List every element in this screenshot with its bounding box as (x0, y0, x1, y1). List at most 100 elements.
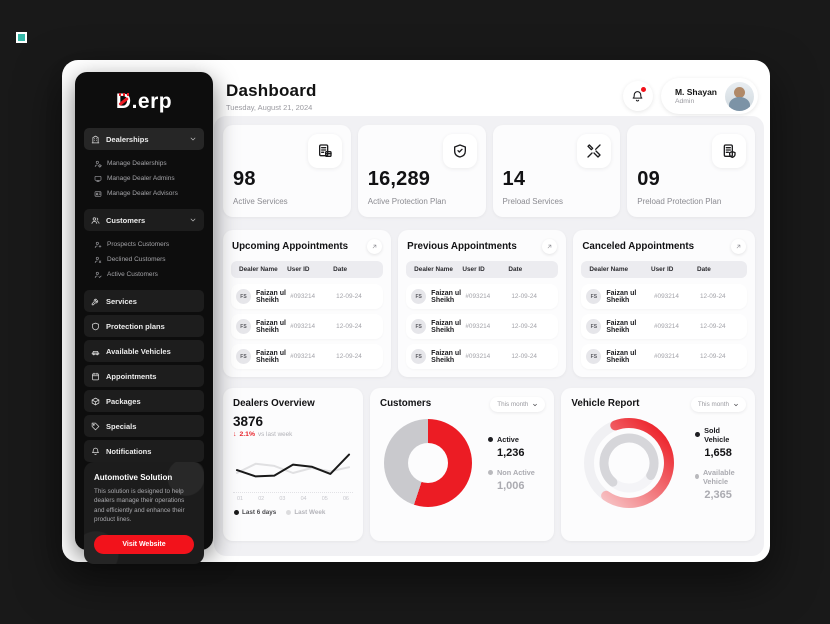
table-row[interactable]: FS Faizan ul Sheikh #093214 12-09-24 (231, 344, 384, 369)
dealer-name-cell: FS Faizan ul Sheikh (586, 289, 654, 304)
sidebar-item-label: Notifications (106, 446, 152, 456)
stat-icon-box (712, 134, 746, 168)
sidebar-item-specials[interactable]: Specials (84, 415, 204, 437)
service-doc-icon (318, 144, 332, 157)
dealer-name-cell: FS Faizan ul Sheikh (236, 289, 290, 304)
legend-dot (488, 436, 493, 442)
sidebar-item-protection-plans[interactable]: Protection plans (84, 315, 204, 337)
dealer-name-cell: FS Faizan ul Sheikh (411, 289, 465, 304)
arrow-up-right-icon (736, 244, 741, 249)
sidebar-subitem-manage-dealer-admins[interactable]: Manage Dealer Admins (94, 172, 204, 185)
stat-card-preload-protection-plan: 09 Preload Protection Plan (627, 125, 755, 217)
table-row[interactable]: FS Faizan ul Sheikh #093214 12-09-24 (406, 284, 559, 309)
stat-icon-box (442, 134, 477, 168)
customers-icon (91, 216, 100, 224)
sidebar-item-packages[interactable]: Packages (84, 390, 204, 412)
stat-card-active-services: 98 Active Services (223, 125, 351, 217)
dealer-name: Faizan ul Sheikh (256, 289, 286, 304)
charts-row: Dealers Overview 3876 ↓ 2.1% vs last wee… (223, 388, 755, 541)
table-header: Dealer Name User ID Date (231, 261, 384, 278)
sidebar-item-label: Specials (106, 421, 137, 431)
avatar-initials: FS (236, 319, 251, 334)
table-row[interactable]: FS Faizan ul Sheikh #093214 12-09-24 (231, 284, 384, 309)
sold-vehicle-arc (601, 418, 675, 508)
legend-item-sold-vehicle: Sold Vehicle 1,658 (695, 426, 745, 459)
stat-value: 14 (502, 168, 526, 190)
sidebar-subitem-label: Manage Dealerships (107, 160, 167, 167)
legend-value: 1,006 (497, 479, 525, 492)
dealer-name-cell: FS Faizan ul Sheikh (411, 319, 465, 334)
calendar-icon (92, 372, 99, 380)
sidebar-item-services[interactable]: Services (84, 290, 204, 312)
x-tick-label: 05 (321, 496, 328, 502)
vehicle-period-dropdown[interactable]: This month (690, 397, 746, 412)
sidebar-item-notifications[interactable]: Notifications (84, 440, 204, 462)
x-tick-label: 01 (237, 496, 243, 502)
notifications-button[interactable] (622, 81, 653, 111)
legend-item-non-active: Non Active 1,006 (488, 468, 535, 492)
sidebar-subitem-manage-dealer-advisors[interactable]: Manage Dealer Advisors (94, 187, 204, 200)
promo-title: Automotive Solution (94, 473, 173, 482)
customers-title: Customers (380, 398, 432, 409)
dealer-name: Faizan ul Sheikh (256, 349, 286, 364)
user-menu[interactable]: M. Shayan Admin (660, 78, 758, 114)
dashboard-content: 98 Active Services 16,289 Active Protection… (214, 116, 764, 556)
table-row[interactable]: FS Faizan ul Sheikh #093214 12-09-24 (231, 314, 384, 339)
dealer-name: Faizan ul Sheikh (256, 319, 286, 334)
sidebar-subitem-label: Active Customers (107, 271, 158, 278)
stat-label: Preload Protection Plan (637, 197, 722, 206)
logo-suffix: .erp (131, 90, 173, 113)
avatar-initials: FS (236, 289, 251, 304)
stat-card-preload-services: 14 Preload Services (492, 125, 621, 217)
expand-link-button[interactable] (542, 239, 558, 254)
dealer-name: Faizan ul Sheikh (606, 319, 637, 334)
chevron-down-icon (734, 403, 738, 406)
sidebar-subitem-prospects-customers[interactable]: Prospects Customers (94, 238, 204, 251)
date-cell: 12-09-24 (700, 293, 726, 300)
stat-icon-box (577, 134, 612, 168)
sidebar-item-label: Dealerships (106, 134, 149, 144)
customers-period-dropdown[interactable]: This month (490, 397, 546, 412)
sidebar-subitem-declined-customers[interactable]: Declined Customers (94, 253, 204, 266)
dealer-name: Faizan ul Sheikh (606, 289, 637, 304)
canceled-appointments-card: Canceled Appointments Dealer Name User ID D… (573, 230, 755, 377)
user-id-cell: #093214 (465, 353, 491, 360)
sidebar-item-customers[interactable]: Customers (84, 209, 204, 231)
sidebar-subitem-manage-dealerships[interactable]: Manage Dealerships (94, 157, 204, 170)
series-last-6-days (235, 453, 351, 478)
line-chart-x-axis: 01 02 03 04 05 06 (233, 492, 353, 502)
series-last-week (235, 462, 351, 474)
column-header-user-id: User ID (651, 266, 674, 273)
stat-value: 16,289 (367, 168, 431, 190)
sidebar-item-appointments[interactable]: Appointments (84, 365, 204, 387)
sidebar-item-label: Services (106, 296, 137, 306)
user-id-cell: #093214 (290, 323, 316, 330)
promo-body: This solution is designed to help dealer… (94, 488, 185, 524)
card-header: Previous Appointments (406, 239, 558, 254)
shield-icon (92, 322, 99, 330)
vehicle-legend: Sold Vehicle 1,658 Available Vehicle 2,365 (695, 426, 745, 501)
wrench-icon (91, 298, 99, 305)
sidebar-item-available-vehicles[interactable]: Available Vehicles (84, 340, 204, 362)
dealer-name-cell: FS Faizan ul Sheikh (411, 349, 465, 364)
dealers-overview-title: Dealers Overview (233, 398, 315, 409)
table-row[interactable]: FS Faizan ul Sheikh #093214 12-09-24 (581, 344, 747, 369)
expand-link-button[interactable] (367, 239, 383, 254)
stats-row: 98 Active Services 16,289 Active Protection… (223, 125, 755, 217)
sidebar-item-dealerships[interactable]: Dealerships (84, 128, 204, 150)
table-row[interactable]: FS Faizan ul Sheikh #093214 12-09-24 (406, 344, 559, 369)
legend-label: Non Active (497, 467, 535, 477)
x-tick-label: 03 (279, 496, 286, 502)
date-cell: 12-09-24 (700, 323, 726, 330)
legend-label: Sold Vehicle (704, 425, 730, 444)
table-row[interactable]: FS Faizan ul Sheikh #093214 12-09-24 (406, 314, 559, 339)
visit-website-button[interactable]: Visit Website (94, 534, 194, 554)
app-logo[interactable]: D.erp (84, 84, 204, 128)
appointments-row: Upcoming Appointments Dealer Name User ID D… (223, 230, 755, 377)
table-row[interactable]: FS Faizan ul Sheikh #093214 12-09-24 (581, 284, 747, 309)
sidebar-subitem-active-customers[interactable]: Active Customers (94, 268, 204, 281)
avatar-initials: FS (586, 289, 602, 304)
table-row[interactable]: FS Faizan ul Sheikh #093214 12-09-24 (581, 314, 747, 339)
expand-link-button[interactable] (731, 239, 746, 254)
vehicle-report-title: Vehicle Report (571, 398, 640, 409)
